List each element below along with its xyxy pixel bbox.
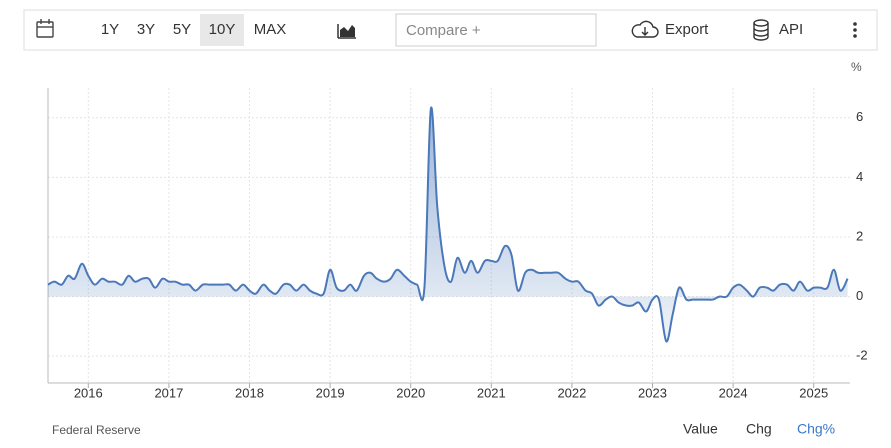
x-tick-label: 2020 [396,385,425,400]
y-tick-label: 4 [856,169,863,184]
x-tick-label: 2019 [316,385,345,400]
y-tick-label: 0 [856,288,863,303]
period-button[interactable]: 1Y [101,21,119,38]
y-tick-label: 6 [856,109,863,124]
footer-tab[interactable]: Chg [746,421,772,437]
x-tick-label: 2023 [638,385,667,400]
export-icon[interactable] [631,20,659,38]
x-tick-label: 2016 [74,385,103,400]
footer-tab[interactable]: Value [683,421,718,437]
api-button[interactable]: API [779,21,803,38]
chart-type-icon[interactable] [337,24,356,39]
more-menu[interactable] [853,22,857,38]
y-unit: % [851,60,862,74]
active-period-bg [200,14,244,46]
area [48,107,848,342]
compare-placeholder[interactable]: Compare + [406,22,481,39]
x-tick-label: 2017 [154,385,183,400]
period-button[interactable]: MAX [254,21,287,38]
x-tick-label: 2024 [719,385,748,400]
x-tick-label: 2022 [557,385,586,400]
plot-area [48,88,850,383]
line [47,106,849,343]
y-tick-label: -2 [856,348,868,363]
x-tick-label: 2025 [799,385,828,400]
period-button[interactable]: 5Y [173,21,191,38]
compare-input[interactable] [395,13,597,47]
calendar-icon[interactable] [36,19,54,38]
period-button[interactable]: 10Y [209,21,236,38]
export-button[interactable]: Export [665,21,709,38]
api-icon[interactable] [753,19,769,41]
x-tick-label: 2021 [477,385,506,400]
source: Federal Reserve [52,423,141,437]
y-tick-label: 2 [856,228,863,243]
x-tick-label: 2018 [235,385,264,400]
period-button[interactable]: 3Y [137,21,155,38]
footer-tab[interactable]: Chg% [797,421,835,437]
